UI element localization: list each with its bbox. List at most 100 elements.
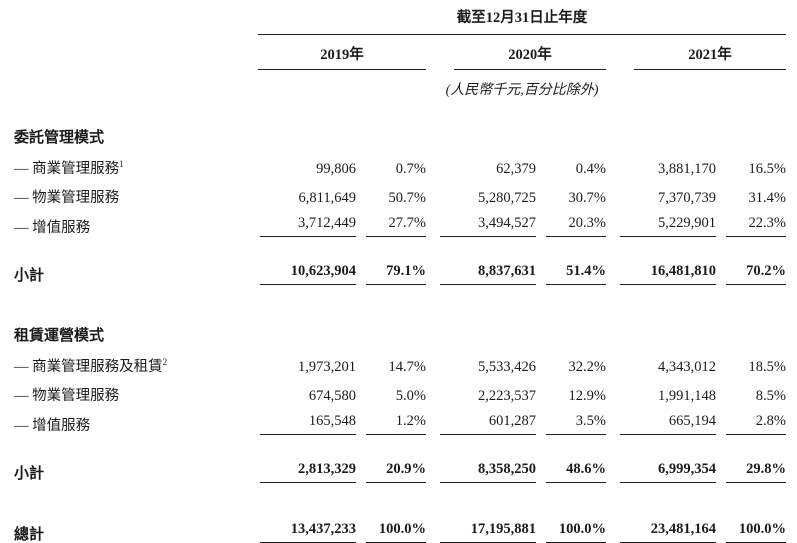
amount-cell: 8,837,631	[426, 258, 536, 288]
cell-value: 165,548	[260, 413, 356, 435]
row-label: — 增值服務	[14, 408, 246, 438]
cell-value: 3.5%	[546, 413, 606, 435]
cell-value: 22.3%	[726, 215, 786, 237]
spacer-cell	[14, 240, 786, 258]
amount-cell: 2,813,329	[246, 456, 356, 486]
cell-value: 10,623,904	[260, 263, 356, 285]
total-label: 總計	[14, 527, 45, 543]
cell-value: 1,973,201	[298, 359, 356, 375]
cell-value: 1,991,148	[658, 388, 716, 404]
period-header-cell: 截至12月31日止年度	[246, 4, 786, 35]
service-name: — 商業管理服務	[14, 161, 120, 177]
cell-value: 79.1%	[366, 263, 426, 285]
spacer-cell	[14, 438, 786, 456]
section-title: 委託管理模式	[14, 130, 105, 146]
blank-cell	[14, 70, 246, 108]
cell-value: 665,194	[620, 413, 716, 435]
amount-cell: 4,343,012	[606, 350, 716, 379]
amount-cell: 6,811,649	[246, 181, 356, 210]
spacer-row	[14, 240, 786, 258]
cell-value: 8,358,250	[440, 461, 536, 483]
cell-value: 0.4%	[575, 161, 606, 177]
cell-value: 7,370,739	[658, 190, 716, 206]
row-label: — 商業管理服務1	[14, 152, 246, 181]
amount-cell: 99,806	[246, 152, 356, 181]
percent-cell: 30.7%	[536, 181, 606, 210]
spacer-cell	[14, 288, 786, 318]
currency-unit-note: (人民幣千元,百分比除外)	[445, 83, 599, 98]
percent-cell: 31.4%	[716, 181, 786, 210]
cell-value: 3,712,449	[260, 215, 356, 237]
service-name: — 商業管理服務及租賃	[14, 359, 163, 375]
year-column-2020: 2020年	[426, 35, 606, 70]
cell-value: 6,999,354	[620, 461, 716, 483]
blank-cell	[14, 35, 246, 70]
percent-cell: 100.0%	[716, 516, 786, 543]
percent-cell: 20.9%	[356, 456, 426, 486]
table-row: — 商業管理服務及租賃2 1,973,201 14.7% 5,533,426 32.2%…	[14, 350, 786, 379]
percent-cell: 48.6%	[536, 456, 606, 486]
spacer-row	[14, 438, 786, 456]
percent-cell: 0.4%	[536, 152, 606, 181]
cell-value: 100.0%	[726, 521, 786, 543]
amount-cell: 3,712,449	[246, 210, 356, 240]
period-header: 截至12月31日止年度	[258, 6, 786, 35]
cell-value: 5,533,426	[478, 359, 536, 375]
amount-cell: 674,580	[246, 379, 356, 408]
cell-value: 8.5%	[755, 388, 786, 404]
cell-value: 23,481,164	[620, 521, 716, 543]
amount-cell: 13,437,233	[246, 516, 356, 543]
year-label-2021: 2021年	[634, 43, 786, 70]
cell-value: 20.3%	[546, 215, 606, 237]
spacer-row	[14, 288, 786, 318]
percent-cell: 79.1%	[356, 258, 426, 288]
year-label-2020: 2020年	[454, 43, 606, 70]
subtotal-label: 小計	[14, 268, 45, 284]
cell-value: 2,223,537	[478, 388, 536, 404]
cell-value: 5.0%	[395, 388, 426, 404]
cell-value: 16.5%	[748, 161, 786, 177]
cell-value: 2.8%	[726, 413, 786, 435]
table-row: — 商業管理服務1 99,806 0.7% 62,379 0.4% 3,881,170 16…	[14, 152, 786, 181]
spacer-cell	[14, 486, 786, 516]
amount-cell: 5,280,725	[426, 181, 536, 210]
amount-cell: 1,991,148	[606, 379, 716, 408]
cell-value: 14.7%	[388, 359, 426, 375]
cell-value: 62,379	[496, 161, 536, 177]
percent-cell: 29.8%	[716, 456, 786, 486]
spacer-cell	[14, 108, 786, 120]
cell-value: 29.8%	[726, 461, 786, 483]
spacer-row	[14, 486, 786, 516]
amount-cell: 1,973,201	[246, 350, 356, 379]
percent-cell: 100.0%	[536, 516, 606, 543]
percent-cell: 50.7%	[356, 181, 426, 210]
percent-cell: 3.5%	[536, 408, 606, 438]
cell-value: 674,580	[308, 388, 356, 404]
percent-cell: 1.2%	[356, 408, 426, 438]
amount-cell: 10,623,904	[246, 258, 356, 288]
cell-value: 31.4%	[748, 190, 786, 206]
table-row: — 物業管理服務 674,580 5.0% 2,223,537 12.9% 1,991,1…	[14, 379, 786, 408]
percent-cell: 14.7%	[356, 350, 426, 379]
cell-value: 99,806	[316, 161, 356, 177]
service-name: — 增值服務	[14, 418, 91, 434]
cell-value: 8,837,631	[440, 263, 536, 285]
row-label: — 物業管理服務	[14, 379, 246, 408]
cell-value: 13,437,233	[260, 521, 356, 543]
percent-cell: 20.3%	[536, 210, 606, 240]
cell-value: 17,195,881	[440, 521, 536, 543]
table-row: — 增值服務 3,712,449 27.7% 3,494,527 20.3% 5,229,…	[14, 210, 786, 240]
cell-value: 51.4%	[546, 263, 606, 285]
percent-cell: 12.9%	[536, 379, 606, 408]
cell-value: 12.9%	[568, 388, 606, 404]
year-column-2019: 2019年	[246, 35, 426, 70]
amount-cell: 601,287	[426, 408, 536, 438]
amount-cell: 8,358,250	[426, 456, 536, 486]
cell-value: 70.2%	[726, 263, 786, 285]
amount-cell: 2,223,537	[426, 379, 536, 408]
section-title-row: 委託管理模式	[14, 120, 786, 152]
amount-cell: 62,379	[426, 152, 536, 181]
amount-cell: 5,229,901	[606, 210, 716, 240]
table-row: — 增值服務 165,548 1.2% 601,287 3.5% 665,194 2.8%	[14, 408, 786, 438]
